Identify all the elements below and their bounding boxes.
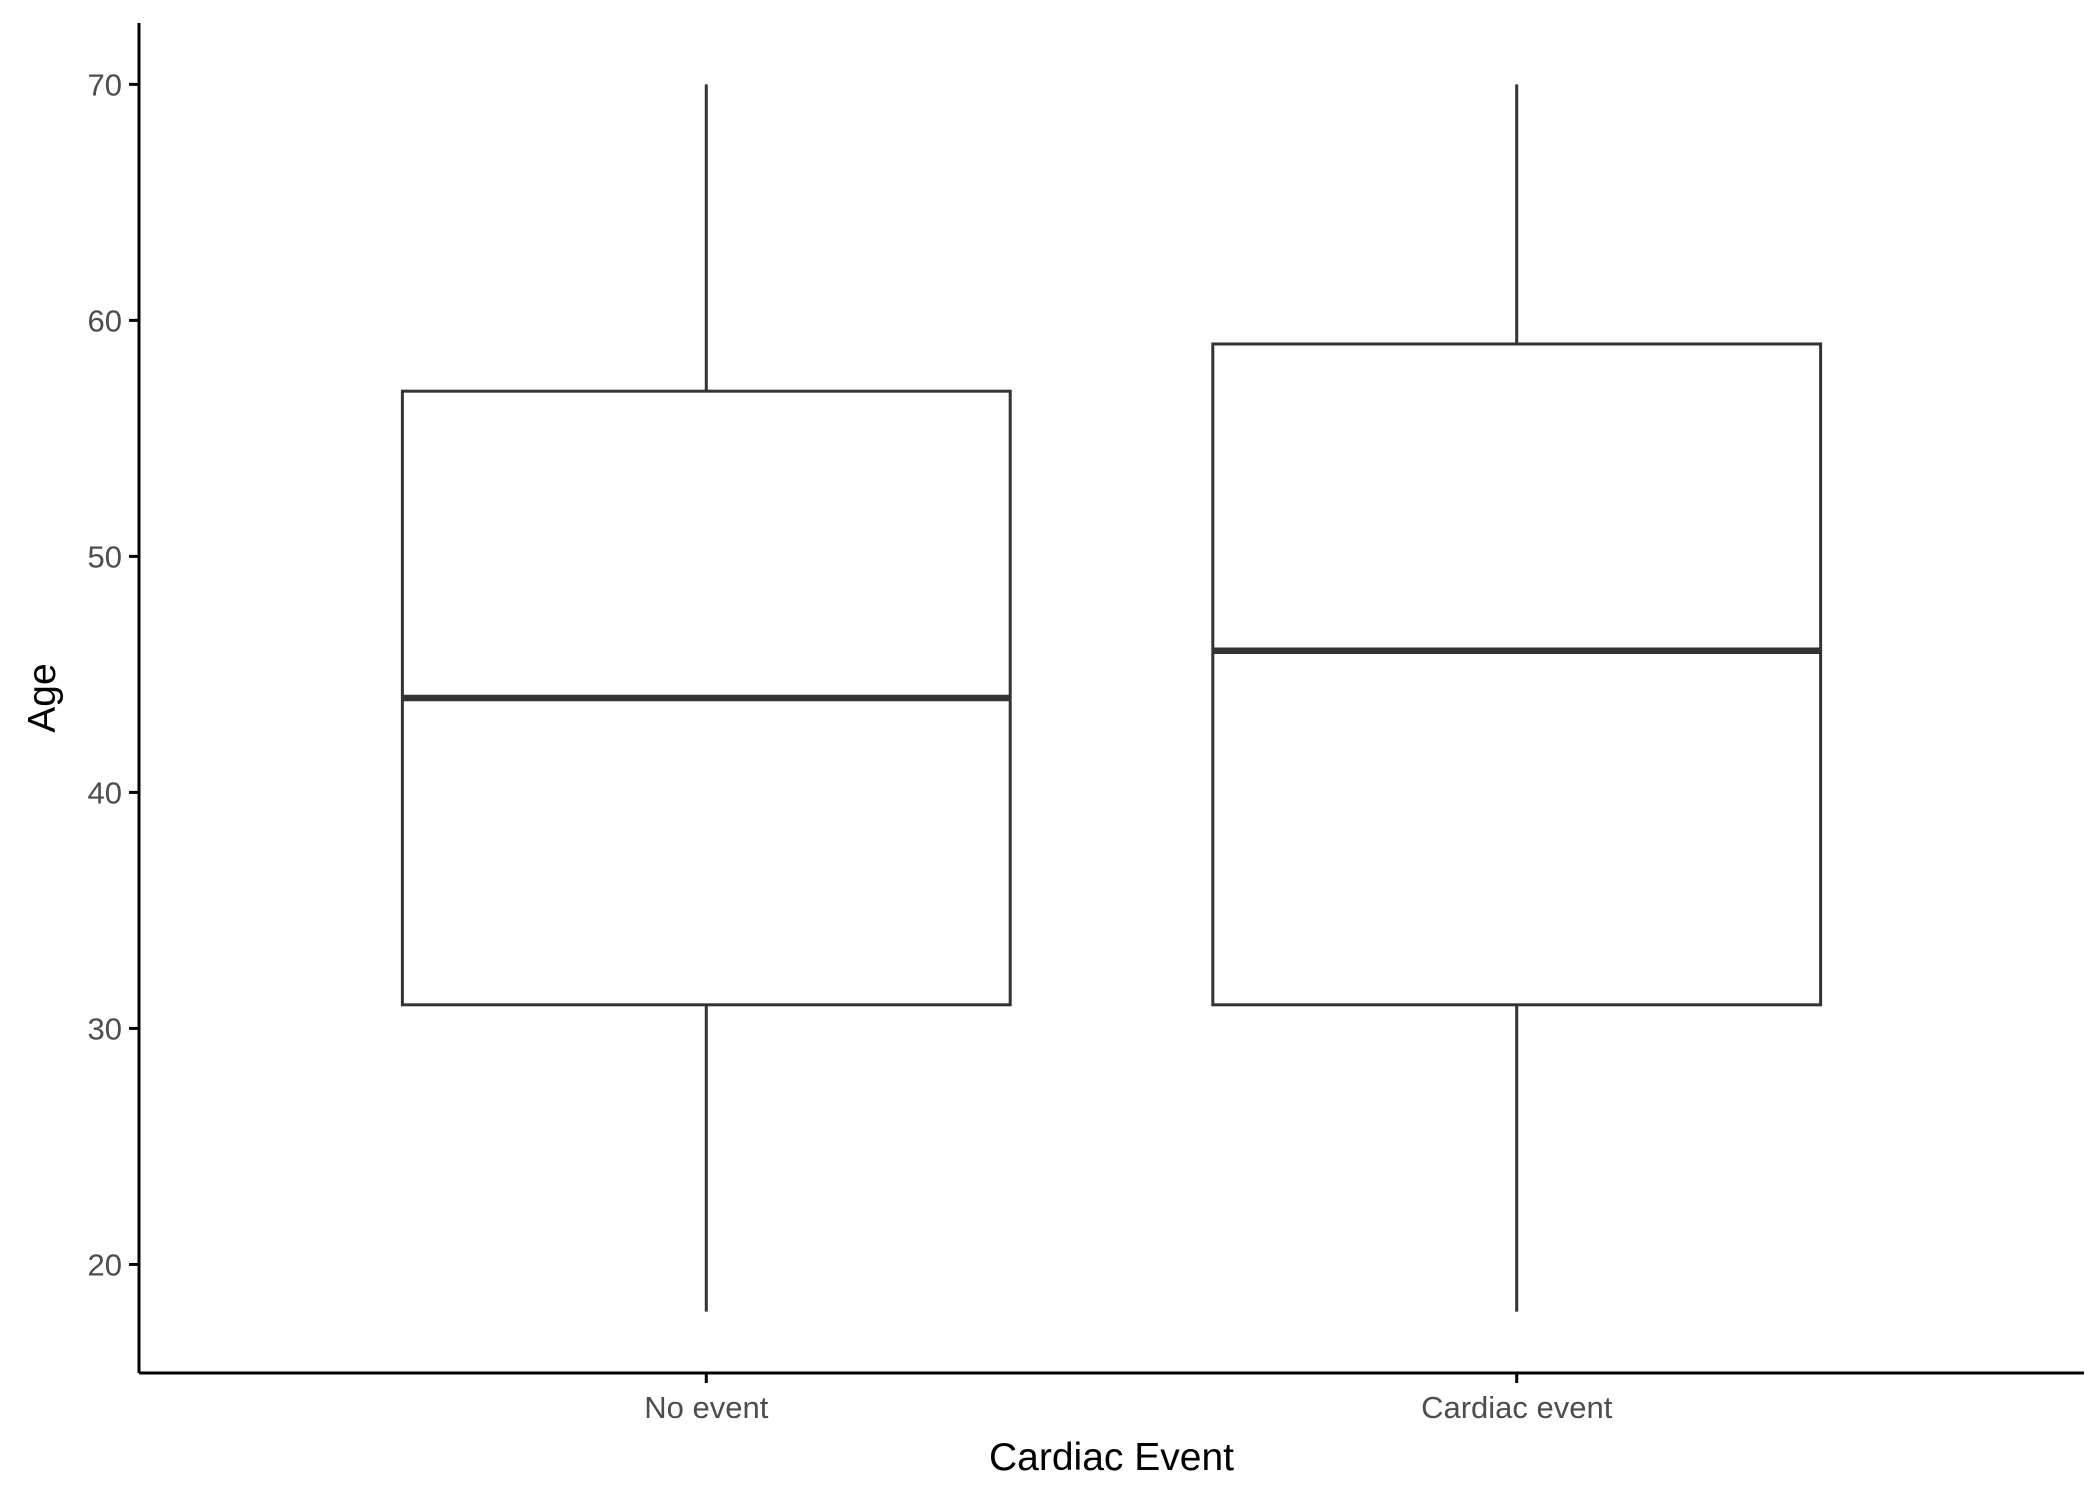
tick-group: 20 30 40 50 60 70 No event Cardiac event — [88, 67, 1613, 1425]
y-tick-label: 70 — [88, 67, 122, 102]
box-iqr — [1211, 342, 1823, 1007]
x-tick-label: No event — [644, 1390, 768, 1425]
box-cardiac-event — [1211, 84, 1823, 1312]
y-tick-label: 30 — [88, 1011, 122, 1046]
axes — [137, 23, 2084, 1375]
y-tick-label: 50 — [88, 539, 122, 574]
plot-marks — [400, 84, 1823, 1312]
x-axis-title: Cardiac Event — [989, 1436, 1234, 1479]
y-tick-label: 40 — [88, 775, 122, 810]
y-tick-label: 20 — [88, 1247, 122, 1282]
y-axis-title: Age — [21, 663, 64, 732]
box-no-event — [400, 84, 1012, 1312]
y-tick-label: 60 — [88, 303, 122, 338]
x-tick-label: Cardiac event — [1421, 1390, 1613, 1425]
